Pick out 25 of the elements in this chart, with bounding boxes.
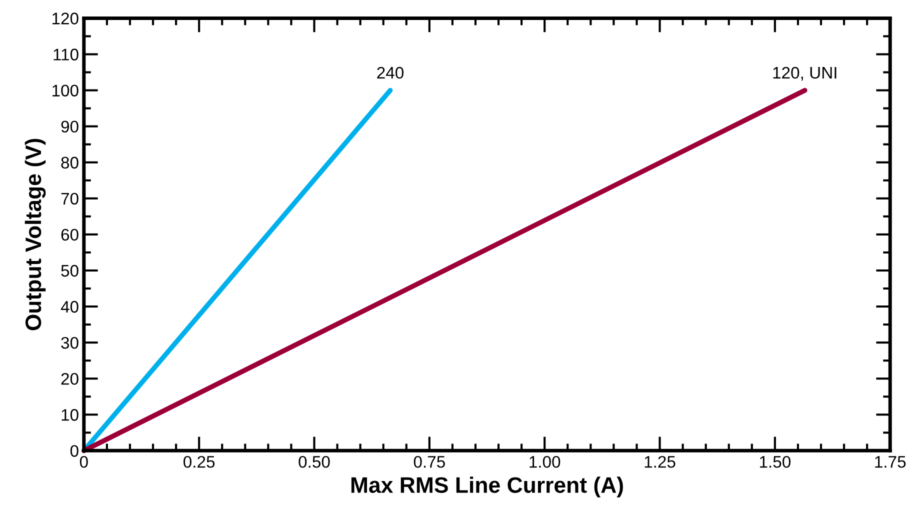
x-tick-label: 0.25 — [184, 456, 215, 468]
series-label: 120, UNI — [773, 66, 836, 81]
y-tick-label: 0 — [70, 445, 78, 457]
x-tick-label: 1.00 — [530, 456, 560, 468]
x-tick-label: 1.25 — [644, 456, 676, 468]
y-tick-label: 70 — [61, 192, 78, 205]
x-tick-label: 0 — [80, 456, 88, 468]
x-tick-label: 0.75 — [414, 456, 445, 468]
y-tick-label: 60 — [61, 228, 78, 241]
x-tick-label: 1.50 — [760, 456, 791, 468]
y-tick-label: 100 — [52, 84, 78, 97]
y-axis-title: Output Voltage (V) — [24, 138, 46, 330]
y-tick-label: 110 — [54, 48, 78, 60]
y-tick-label: 120 — [52, 12, 78, 24]
y-tick-label: 20 — [61, 372, 78, 385]
x-tick-label: 0.50 — [298, 456, 330, 468]
y-tick-label: 30 — [61, 336, 78, 349]
y-tick-label: 80 — [61, 156, 78, 169]
y-tick-label: 40 — [60, 300, 78, 313]
y-tick-label: 50 — [61, 264, 78, 277]
x-tick-label: 1.75 — [875, 456, 906, 468]
y-tick-label: 10 — [62, 409, 78, 421]
x-axis-title: Max RMS Line Current (A) — [351, 476, 623, 498]
y-tick-label: 90 — [61, 120, 78, 133]
series-label: 240 — [377, 66, 404, 79]
